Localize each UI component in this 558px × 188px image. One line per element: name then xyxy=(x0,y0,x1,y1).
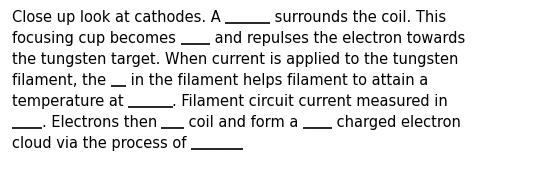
Text: ____: ____ xyxy=(12,115,41,130)
Text: focusing cup becomes: focusing cup becomes xyxy=(12,31,180,46)
Text: ___: ___ xyxy=(161,115,184,130)
Text: . Electrons then: . Electrons then xyxy=(41,115,161,130)
Text: Close up look at cathodes. A: Close up look at cathodes. A xyxy=(12,10,225,25)
Text: and repulses the electron towards: and repulses the electron towards xyxy=(210,31,465,46)
Text: temperature at: temperature at xyxy=(12,94,128,109)
Text: _______: _______ xyxy=(191,136,243,151)
Text: the tungsten target. When current is applied to the tungsten: the tungsten target. When current is app… xyxy=(12,52,458,67)
Text: __: __ xyxy=(110,73,126,88)
Text: coil and form a: coil and form a xyxy=(184,115,302,130)
Text: in the filament helps filament to attain a: in the filament helps filament to attain… xyxy=(126,73,428,88)
Text: charged electron: charged electron xyxy=(332,115,461,130)
Text: . Filament circuit current measured in: . Filament circuit current measured in xyxy=(172,94,448,109)
Text: filament, the: filament, the xyxy=(12,73,110,88)
Text: surrounds the coil. This: surrounds the coil. This xyxy=(270,10,446,25)
Text: cloud via the process of: cloud via the process of xyxy=(12,136,191,151)
Text: ____: ____ xyxy=(180,31,210,46)
Text: ____: ____ xyxy=(302,115,332,130)
Text: ______: ______ xyxy=(225,10,270,25)
Text: ______: ______ xyxy=(128,94,172,109)
